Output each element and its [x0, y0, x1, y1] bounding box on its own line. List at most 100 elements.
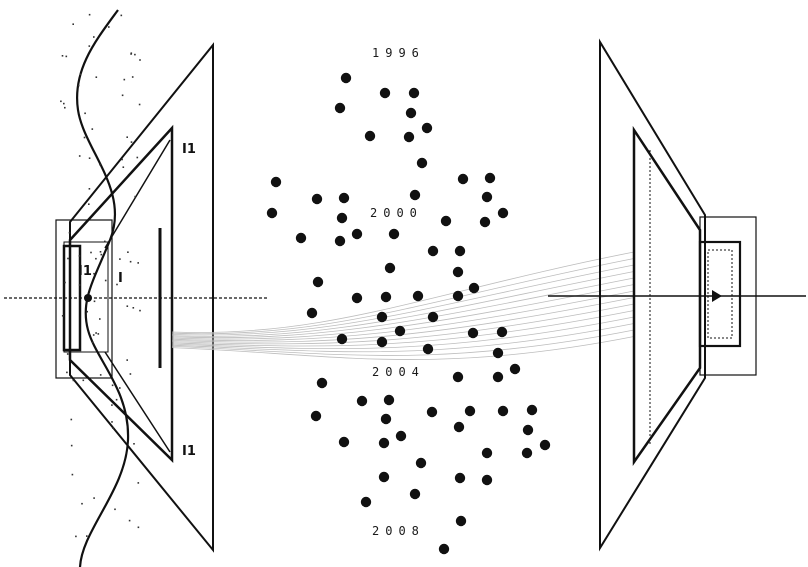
stipple-dot	[63, 102, 65, 105]
scatter-dot	[497, 405, 509, 417]
stipple-dot	[91, 128, 94, 130]
scatter-dot	[338, 436, 350, 448]
scatter-dot	[440, 215, 452, 227]
beam-line	[171, 303, 635, 345]
scatter-dot	[509, 363, 521, 375]
beam-line	[171, 271, 635, 337]
scatter-dot	[379, 87, 391, 99]
stipple-dot	[133, 443, 135, 445]
scatter-dot	[454, 245, 466, 257]
scatter-dot	[306, 307, 318, 319]
scatter-dot	[415, 457, 427, 469]
scatter-dots	[266, 72, 551, 555]
stipple-dot	[127, 251, 129, 253]
stipple-dot	[120, 14, 123, 17]
scatter-dot	[481, 447, 493, 459]
stipple-dot	[132, 307, 135, 309]
stipple-dot	[97, 333, 100, 335]
scatter-dot	[310, 410, 322, 422]
stipple-dot	[75, 535, 77, 538]
stipple-dot	[92, 341, 94, 344]
stipple-dot	[61, 55, 64, 57]
stipple-dot	[92, 334, 95, 336]
scatter-dot	[453, 421, 465, 433]
scatter-dot	[457, 173, 469, 185]
stipple-dot	[68, 231, 71, 234]
stipple-dot	[108, 26, 110, 28]
beam-line	[171, 251, 635, 333]
stipple-dot	[93, 300, 96, 303]
stipple-dot	[88, 188, 91, 190]
stipple-dot	[84, 112, 86, 115]
stipple-dot	[99, 318, 101, 320]
beam-line	[171, 284, 635, 340]
right-device	[548, 38, 806, 552]
scatter-dot	[351, 292, 363, 304]
left-label-bottom: I1	[182, 444, 196, 459]
stipple-dot	[88, 157, 91, 159]
beam-line	[171, 297, 635, 343]
stipple-dot	[95, 257, 97, 260]
scatter-dot	[409, 189, 421, 201]
stipple-dot	[64, 106, 66, 109]
year-label-2000: 2000	[370, 206, 423, 220]
stipple-dot	[137, 482, 140, 484]
scatter-dot	[492, 347, 504, 359]
stipple-dot	[93, 36, 95, 38]
stipple-dot	[119, 387, 121, 389]
stipple-dot	[116, 283, 118, 286]
stipple-dot	[138, 103, 141, 106]
scatter-dot	[295, 232, 307, 244]
stipple-dot	[111, 421, 113, 423]
scatter-dot	[454, 472, 466, 484]
beam-line	[171, 329, 635, 356]
stipple-dot	[66, 353, 69, 355]
stipple-dot	[136, 156, 139, 159]
stipple-dot	[112, 427, 114, 429]
stipple-dot	[130, 141, 133, 143]
stipple-dot	[61, 315, 64, 317]
stipple-dot	[115, 398, 118, 401]
beam-line	[171, 277, 635, 339]
scatter-dot	[336, 212, 348, 224]
left-outer-box	[55, 219, 113, 379]
stipple-dot	[72, 23, 74, 25]
beam-line	[171, 264, 635, 336]
stipple-dot	[126, 136, 128, 138]
stipple-dot	[88, 13, 91, 16]
stipple-dot	[83, 136, 86, 139]
scatter-dot	[452, 266, 464, 278]
scatter-dot	[384, 262, 396, 274]
stipple-dot	[128, 519, 131, 522]
stipple-dot	[126, 359, 128, 361]
scatter-dot	[481, 474, 493, 486]
scatter-dot	[334, 102, 346, 114]
scatter-dot	[340, 72, 352, 84]
stipple-dot	[78, 155, 81, 157]
stipple-dot	[78, 284, 81, 286]
left-label-top: I1	[182, 142, 196, 157]
stipple-dot	[70, 444, 73, 447]
stipple-dot	[82, 379, 85, 382]
stipple-dot	[123, 78, 126, 81]
beam-lines	[171, 251, 635, 360]
stipple-dot	[86, 535, 88, 537]
scatter-dot	[312, 276, 324, 288]
scatter-dot	[452, 290, 464, 302]
scatter-dot	[380, 291, 392, 303]
stipple-dot	[137, 526, 140, 529]
stipple-dot	[67, 257, 69, 260]
scatter-dot	[336, 333, 348, 345]
scatter-dot	[455, 515, 467, 527]
scatter-dot	[378, 437, 390, 449]
left-diagonal-upper	[104, 139, 171, 249]
stipple-dot	[99, 163, 101, 166]
scatter-dot	[438, 543, 450, 555]
beam-line	[171, 336, 635, 360]
stipple-dot	[78, 255, 81, 257]
scatter-dot	[427, 311, 439, 323]
stipple-dot	[119, 258, 121, 260]
scatter-dot	[416, 157, 428, 169]
right-inner-box	[707, 249, 733, 339]
scatter-dot	[388, 228, 400, 240]
